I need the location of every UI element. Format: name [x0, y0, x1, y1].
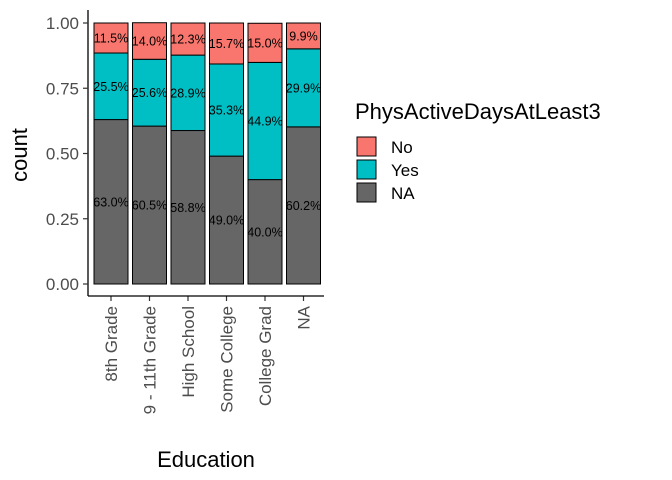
bars: [93, 22, 321, 285]
legend-label-na: NA: [391, 184, 415, 203]
bar-label-yes-0: 25.5%: [93, 80, 128, 94]
bar-label-na-3: 49.0%: [209, 214, 244, 228]
bar-label-yes-1: 25.6%: [132, 86, 167, 100]
bar-label-na-5: 60.2%: [286, 199, 321, 213]
x-tick-label-0: 8th Grade: [102, 306, 121, 382]
bar-yes-2: [170, 54, 206, 132]
bar-na-2: [170, 130, 206, 285]
legend: PhysActiveDaysAtLeast3 No Yes NA: [355, 99, 601, 203]
legend-title: PhysActiveDaysAtLeast3: [355, 99, 601, 124]
bar-label-no-4: 15.0%: [247, 36, 282, 50]
bar-yes-3: [209, 63, 244, 157]
bar-label-na-1: 60.5%: [132, 199, 167, 213]
bar-na-0: [93, 119, 129, 285]
bar-label-no-1: 14.0%: [132, 35, 167, 49]
bar-na-3: [209, 155, 244, 285]
x-tick-label-4: College Grad: [256, 306, 275, 406]
y-tick-label-3: 0.75: [46, 79, 79, 98]
x-tick-label-5: NA: [295, 305, 314, 329]
bar-label-no-3: 15.7%: [209, 37, 244, 51]
legend-key-na: [356, 182, 377, 203]
bar-na-5: [286, 126, 321, 285]
bar-yes-0: [93, 52, 129, 121]
bar-no-3: [209, 22, 244, 65]
bar-yes-5: [286, 48, 321, 128]
bar-label-yes-2: 28.9%: [170, 86, 205, 100]
legend-key-yes: [356, 159, 377, 180]
bar-label-na-4: 40.0%: [247, 225, 282, 239]
bar-label-no-5: 9.9%: [289, 29, 318, 43]
bar-label-yes-3: 35.3%: [209, 104, 244, 118]
bar-no-5: [286, 22, 321, 50]
bar-label-yes-5: 29.9%: [286, 81, 321, 95]
bar-label-no-2: 12.3%: [170, 33, 205, 47]
legend-key-no: [356, 136, 377, 157]
x-tick-label-3: Some College: [218, 306, 237, 413]
bar-label-na-0: 63.0%: [93, 195, 128, 209]
bar-label-na-2: 58.8%: [170, 201, 205, 215]
bar-no-0: [93, 22, 129, 54]
x-tick-label-2: High School: [179, 306, 198, 398]
y-axis-title: count: [7, 128, 32, 182]
y-axis: 0.00 0.25 0.50 0.75 1.00: [46, 10, 89, 296]
bar-labels: 63.0% 25.5% 11.5% 60.5% 25.6% 14.0% 58.8% 28.9%…: [93, 29, 321, 239]
bar-label-yes-4: 44.9%: [247, 115, 282, 129]
x-axis: 8th Grade 9 - 11th Grade High School Some C…: [88, 295, 324, 414]
bar-na-4: [247, 179, 283, 285]
x-axis-title: Education: [157, 447, 255, 472]
bar-no-4: [247, 22, 283, 63]
bar-no-1: [132, 22, 167, 60]
y-tick-label-2: 0.50: [46, 145, 79, 164]
y-tick-label-0: 0.00: [46, 275, 79, 294]
bar-na-1: [132, 125, 167, 285]
bar-label-no-0: 11.5%: [94, 32, 129, 46]
bar-no-2: [170, 22, 206, 56]
bar-yes-1: [132, 58, 167, 127]
y-tick-label-4: 1.00: [46, 14, 79, 33]
legend-label-yes: Yes: [391, 161, 419, 180]
legend-label-no: No: [391, 138, 413, 157]
y-tick-label-1: 0.25: [46, 210, 79, 229]
x-tick-label-1: 9 - 11th Grade: [141, 306, 160, 414]
